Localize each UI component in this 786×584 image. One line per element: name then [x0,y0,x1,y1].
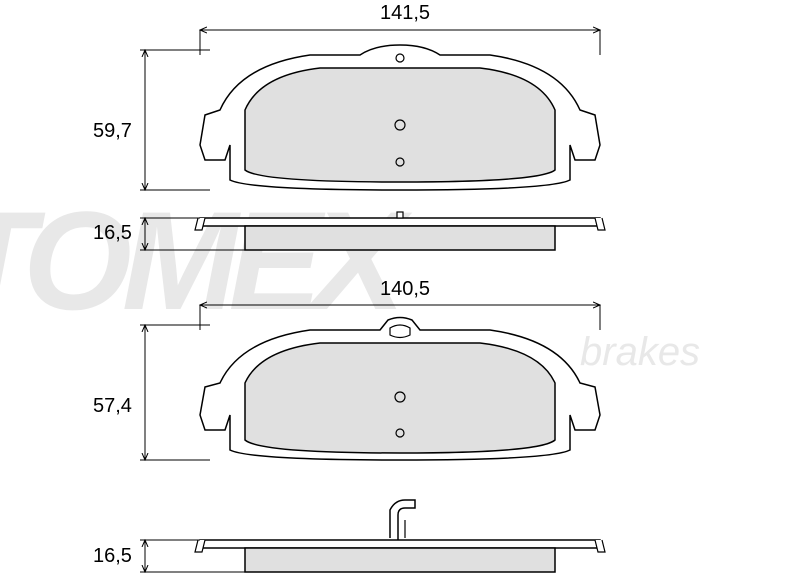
lower-pad-front [200,318,600,461]
upper-height-dim [140,50,210,190]
upper-width-label: 141,5 [380,2,430,25]
lower-pad-side [195,500,605,572]
upper-thickness-label: 16,5 [93,222,132,245]
upper-friction-material [245,68,555,182]
lower-thickness-label: 16,5 [93,545,132,568]
diagram-stage: 141,5 59,7 16,5 140,5 57,4 16,5 [0,0,786,584]
upper-height-label: 59,7 [93,120,132,143]
lower-height-dim [140,325,210,460]
lower-width-label: 140,5 [380,278,430,301]
upper-pad-front [200,45,600,190]
upper-pad-side [195,212,605,250]
lower-height-label: 57,4 [93,395,132,418]
